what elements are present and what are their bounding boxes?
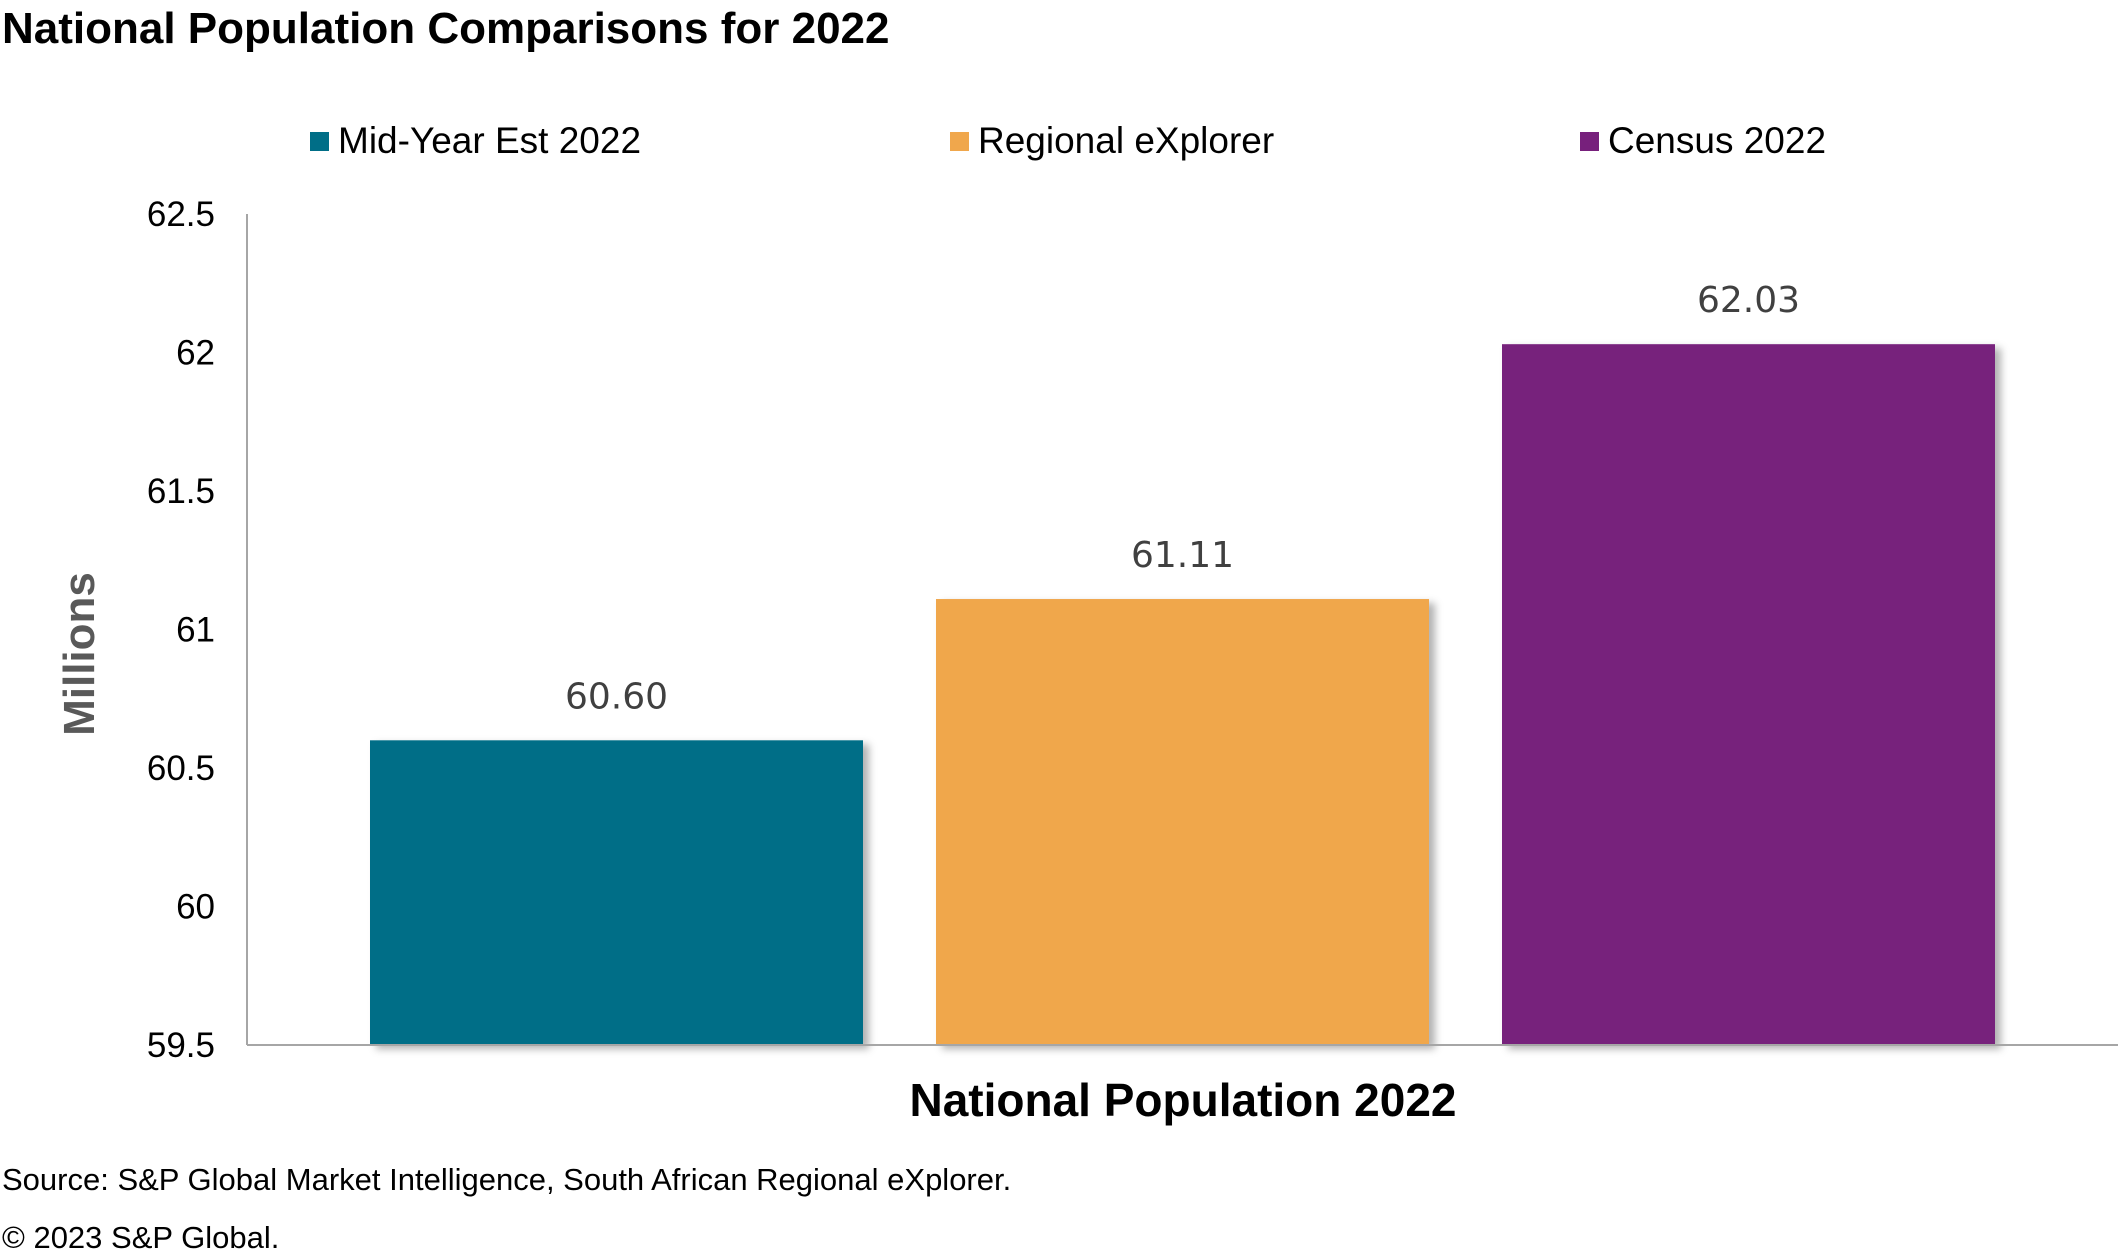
y-axis-title: Millions — [55, 572, 104, 736]
legend-label: Regional eXplorer — [978, 120, 1275, 161]
bar-mid-year-est-2022 — [370, 740, 863, 1045]
bar-census-2022 — [1502, 344, 1995, 1045]
legend-item-regional-explorer: Regional eXplorer — [950, 116, 1274, 166]
y-tick-label: 61 — [176, 611, 215, 650]
x-axis-title: National Population 2022 — [910, 1074, 1457, 1126]
y-tick-label: 61.5 — [147, 472, 215, 511]
legend-swatch-mid-year-est — [310, 131, 329, 151]
legend-item-census: Census 2022 — [1580, 116, 1826, 166]
y-tick-label: 60 — [176, 888, 215, 927]
data-label: 60.60 — [565, 676, 668, 717]
y-tick-label: 62.5 — [147, 195, 215, 234]
legend-label: Mid-Year Est 2022 — [338, 120, 642, 161]
bar-regional-explorer — [936, 599, 1429, 1045]
y-tick-label: 60.5 — [147, 749, 215, 788]
data-label: 61.11 — [1131, 535, 1234, 576]
data-label: 62.03 — [1697, 280, 1800, 321]
y-tick-label: 62 — [176, 334, 215, 373]
source-note: Source: S&P Global Market Intelligence, … — [2, 1162, 1012, 1197]
legend-swatch-census — [1580, 131, 1599, 151]
copyright-note: © 2023 S&P Global. — [2, 1220, 280, 1255]
chart-title: National Population Comparisons for 2022 — [2, 4, 890, 53]
y-tick-label: 59.5 — [147, 1026, 215, 1065]
legend-item-mid-year-est: Mid-Year Est 2022 — [310, 116, 641, 166]
legend-label: Census 2022 — [1608, 120, 1827, 161]
legend-swatch-regional-explorer — [950, 131, 969, 151]
